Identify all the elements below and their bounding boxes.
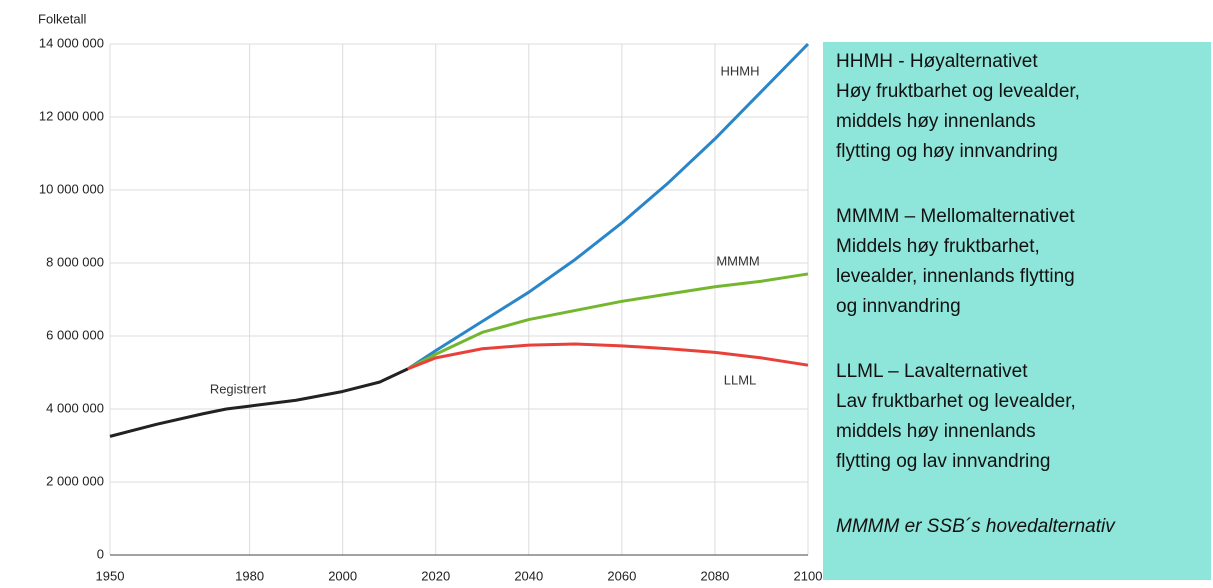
y-tick-label: 4 000 000 (46, 400, 104, 415)
x-tick-label: 2020 (421, 568, 450, 583)
series-line (406, 42, 810, 371)
box-line: flytting og høy innvandring (836, 141, 1058, 162)
series-label: HHMH (721, 63, 760, 78)
box-line: flytting og lav innvandring (836, 451, 1050, 472)
box-note: MMMM er SSB´s hovedalternativ (836, 516, 1116, 537)
y-tick-label: 12 000 000 (39, 108, 104, 123)
x-tick-label: 1950 (96, 568, 125, 583)
box-title: HHMH - Høyalternativet (836, 51, 1038, 72)
series-label: LLML (724, 372, 757, 387)
box-line: Middels høy fruktbarhet, (836, 236, 1040, 257)
x-tick-label: 2080 (700, 568, 729, 583)
box-line: og innvandring (836, 296, 961, 317)
box-title: MMMM – Mellomalternativet (836, 206, 1075, 227)
box-line: middels høy innenlands (836, 421, 1036, 442)
y-tick-label: 0 (97, 546, 104, 561)
x-tick-label: 2060 (607, 568, 636, 583)
box-line: Lav fruktbarhet og levealder, (836, 391, 1076, 412)
y-tick-label: 14 000 000 (39, 35, 104, 50)
y-tick-label: 6 000 000 (46, 327, 104, 342)
x-tick-label: 2100 (794, 568, 823, 583)
series-label: Registrert (210, 381, 267, 396)
series-label: MMMM (716, 253, 759, 268)
info-box (823, 42, 1211, 580)
box-line: levealder, innenlands flytting (836, 266, 1075, 287)
y-tick-label: 2 000 000 (46, 473, 104, 488)
series-line (109, 367, 409, 438)
box-line: Høy fruktbarhet og levealder, (836, 81, 1080, 102)
y-tick-label: 10 000 000 (39, 181, 104, 196)
series-line (407, 342, 809, 371)
x-tick-label: 2000 (328, 568, 357, 583)
y-axis-title: Folketall (38, 11, 87, 26)
x-tick-label: 2040 (514, 568, 543, 583)
box-title: LLML – Lavalternativet (836, 361, 1028, 382)
y-tick-label: 8 000 000 (46, 254, 104, 269)
series-line (407, 272, 809, 371)
x-tick-label: 1980 (235, 568, 264, 583)
box-line: middels høy innenlands (836, 111, 1036, 132)
